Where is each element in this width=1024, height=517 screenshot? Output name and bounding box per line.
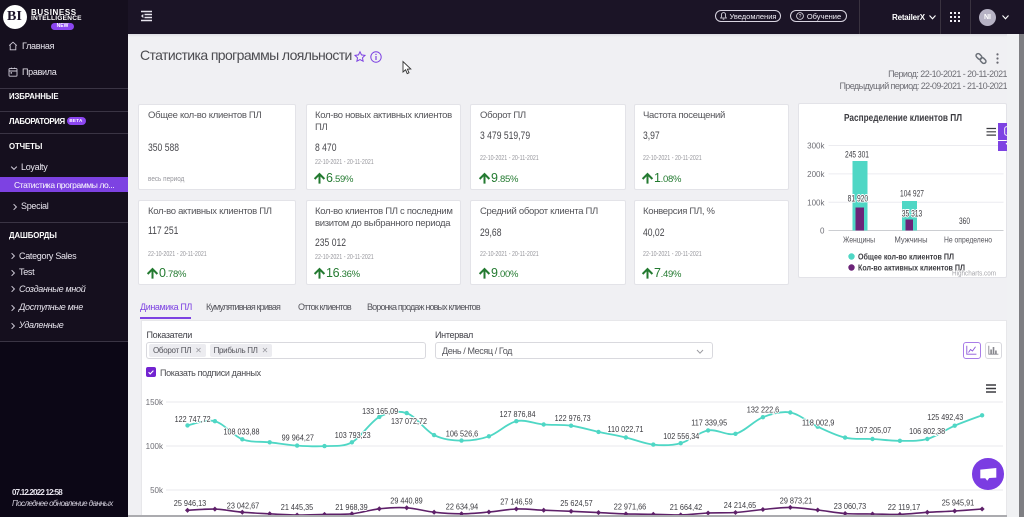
svg-text:29 440,89: 29 440,89 (390, 496, 423, 506)
svg-text:25 946,13: 25 946,13 (174, 498, 207, 508)
svg-text:23 042,67: 23 042,67 (227, 501, 260, 511)
svg-text:118 002,9: 118 002,9 (802, 418, 835, 428)
svg-text:103 793,23: 103 793,23 (335, 430, 371, 440)
svg-text:127 876,84: 127 876,84 (500, 409, 536, 419)
svg-text:122 747,72: 122 747,72 (175, 414, 211, 424)
svg-text:100k: 100k (146, 442, 164, 451)
svg-text:102 556,34: 102 556,34 (663, 431, 699, 441)
svg-text:Общее кол-во клиентов ПЛ: Общее кол-во клиентов ПЛ (858, 252, 954, 262)
svg-text:108 033,88: 108 033,88 (224, 426, 260, 436)
svg-text:133 165,09: 133 165,09 (362, 406, 398, 416)
svg-text:104 927: 104 927 (900, 189, 924, 199)
svg-text:110 022,71: 110 022,71 (608, 424, 644, 434)
svg-text:117 339,95: 117 339,95 (691, 418, 727, 428)
svg-text:0: 0 (820, 227, 825, 236)
svg-text:100k: 100k (807, 198, 825, 207)
svg-text:106 802,38: 106 802,38 (909, 426, 945, 436)
svg-text:25 624,57: 25 624,57 (560, 498, 593, 508)
svg-text:Мужчины: Мужчины (894, 235, 927, 245)
svg-text:106 526,6: 106 526,6 (446, 429, 479, 439)
svg-text:200k: 200k (807, 170, 825, 179)
svg-text:132 222,6: 132 222,6 (747, 404, 780, 414)
svg-text:122 976,73: 122 976,73 (555, 413, 591, 423)
svg-text:Женщины: Женщины (843, 235, 875, 245)
svg-text:99 964,27: 99 964,27 (282, 432, 315, 442)
svg-text:137 072,72: 137 072,72 (391, 416, 427, 426)
svg-text:21 664,42: 21 664,42 (670, 502, 703, 512)
svg-text:?: ? (798, 14, 801, 20)
svg-text:21 968,39: 21 968,39 (335, 502, 368, 512)
svg-text:24 214,65: 24 214,65 (724, 500, 757, 510)
svg-text:81 920: 81 920 (847, 194, 868, 204)
svg-text:300k: 300k (807, 142, 825, 151)
svg-text:Кол-во активных клиентов ПЛ: Кол-во активных клиентов ПЛ (858, 263, 965, 273)
svg-text:50k: 50k (150, 486, 164, 495)
svg-text:150k: 150k (146, 398, 164, 407)
svg-text:107 205,07: 107 205,07 (855, 425, 891, 435)
svg-text:Не определено: Не определено (944, 235, 992, 245)
svg-text:245 301: 245 301 (845, 150, 869, 160)
svg-text:22 971,66: 22 971,66 (614, 502, 647, 512)
svg-text:35 313: 35 313 (901, 209, 922, 219)
svg-text:22 119,17: 22 119,17 (888, 502, 921, 512)
svg-text:Highcharts.com: Highcharts.com (952, 271, 996, 278)
svg-text:125 492,43: 125 492,43 (927, 412, 963, 422)
svg-text:23 060,73: 23 060,73 (834, 501, 867, 511)
svg-text:22 634,94: 22 634,94 (446, 502, 479, 512)
svg-text:25 945,91: 25 945,91 (942, 498, 975, 508)
svg-text:360: 360 (959, 216, 970, 226)
svg-text:Распределение клиентов ПЛ: Распределение клиентов ПЛ (844, 112, 962, 124)
svg-text:27 146,59: 27 146,59 (500, 497, 533, 507)
svg-text:29 873,21: 29 873,21 (780, 496, 813, 506)
svg-text:21 445,35: 21 445,35 (281, 502, 314, 512)
